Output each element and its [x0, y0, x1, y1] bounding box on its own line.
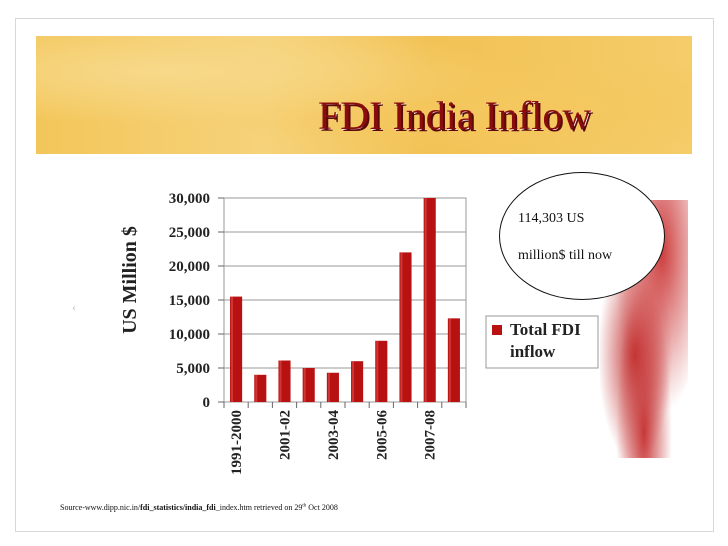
y-tick-label: 5,000 [176, 361, 210, 377]
bar [423, 198, 436, 402]
bar-highlight [279, 360, 282, 402]
left-arrow-icon: ‹ [72, 300, 76, 314]
x-tick-label: 2003-04 [326, 410, 342, 460]
callout-total-line2: million$ till now [518, 248, 613, 263]
x-tick-label: 2007-08 [423, 410, 439, 460]
source-end: Oct 2008 [306, 503, 338, 512]
source-citation: Source-www.dipp.nic.in/fdi_statistics/in… [60, 503, 338, 512]
bar-highlight [303, 368, 306, 402]
bar [254, 374, 267, 402]
bar-highlight [424, 198, 427, 402]
bar [447, 318, 460, 402]
bar [351, 361, 364, 402]
y-tick-label: 0 [203, 395, 211, 411]
y-tick-label: 10,000 [169, 327, 210, 343]
y-tick-label: 15,000 [169, 293, 210, 309]
x-tick-label: 1991-2000 [229, 410, 245, 475]
bar [278, 360, 291, 402]
x-tick-label: 2001-02 [278, 410, 294, 460]
legend-swatch [492, 325, 502, 335]
legend-label-line1: Total FDI [510, 320, 581, 339]
bar [375, 340, 388, 402]
title-banner [36, 36, 692, 154]
x-tick-label: 2005-06 [374, 410, 390, 460]
bar-highlight [231, 296, 234, 402]
callout-total-line1: 114,303 US [518, 211, 585, 226]
source-suffix: _index.htm retrieved on 29 [215, 503, 303, 512]
source-bold: fdi_statistics/india_fdi [140, 503, 216, 512]
y-tick-label: 30,000 [169, 191, 210, 207]
source-sup: th [302, 503, 307, 509]
bar-highlight [255, 374, 258, 402]
bar [230, 296, 243, 402]
source-prefix: Source-www.dipp.nic.in/ [60, 503, 141, 512]
bar [302, 368, 315, 402]
bar [399, 252, 412, 402]
bar-highlight [376, 340, 379, 402]
bar [326, 372, 339, 402]
bar-highlight [352, 361, 355, 402]
y-tick-label: 20,000 [169, 259, 210, 275]
callout-ellipse [499, 172, 665, 300]
slide-title: FDI India Inflow [318, 93, 592, 138]
bar-highlight [327, 372, 330, 402]
bar-highlight [400, 252, 403, 402]
bar-highlight [448, 318, 451, 402]
legend-box [485, 315, 599, 369]
y-axis-label: US Million $ [119, 226, 141, 334]
fdi-bar-chart: 0 5,000 10,000 15,000 20,000 25,000 30,000 US M… [119, 191, 599, 475]
y-tick-label: 25,000 [169, 225, 210, 241]
legend-label-line2: inflow [510, 342, 556, 361]
